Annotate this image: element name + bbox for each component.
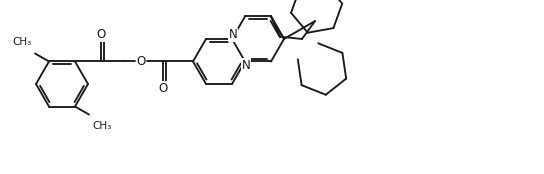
Text: O: O bbox=[158, 82, 168, 95]
Text: CH₃: CH₃ bbox=[13, 37, 32, 48]
Text: N: N bbox=[242, 59, 250, 72]
Text: O: O bbox=[137, 55, 146, 68]
Text: N: N bbox=[228, 29, 237, 41]
Text: CH₃: CH₃ bbox=[92, 121, 112, 130]
Text: O: O bbox=[96, 28, 106, 41]
